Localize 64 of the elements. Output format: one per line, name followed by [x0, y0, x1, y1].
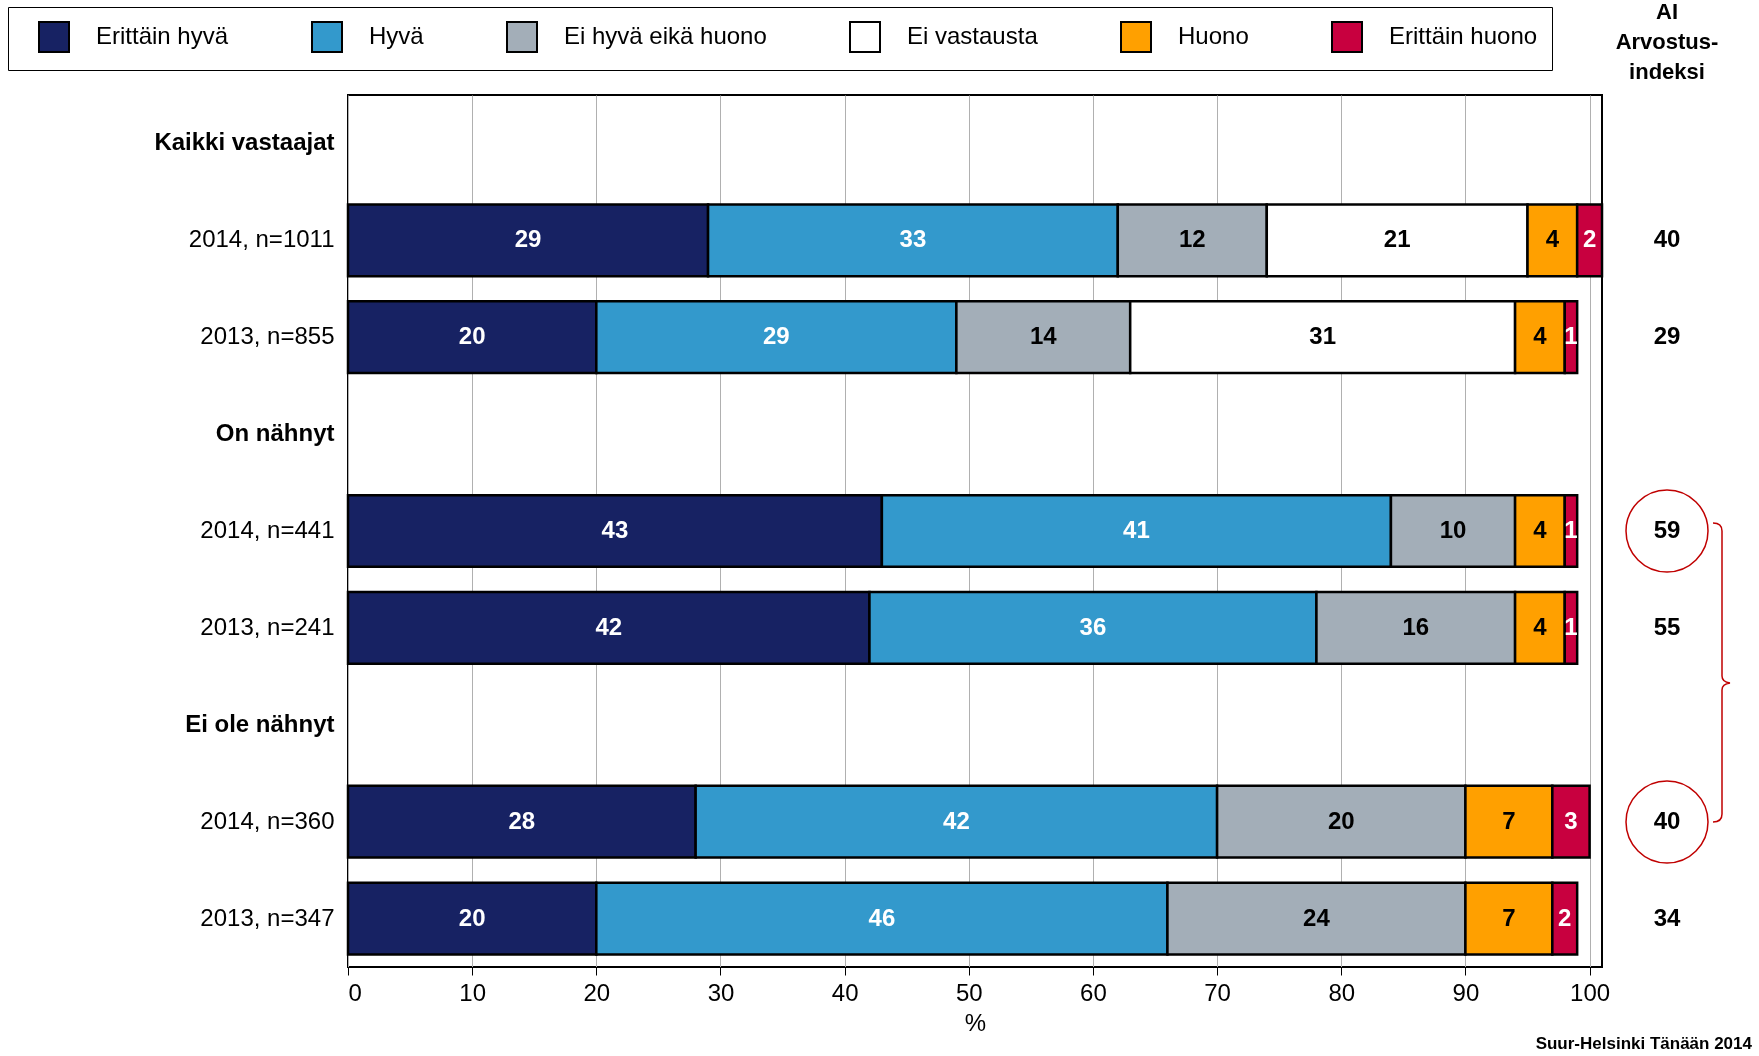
x-axis-title: % [964, 1008, 987, 1036]
y-tick-label: 2014, n=1011 [188, 225, 335, 253]
y-tick-label: 2014, n=360 [200, 806, 335, 834]
x-tick-label: 0 [348, 978, 362, 1006]
data-label: 29 [762, 322, 790, 350]
data-label: 24 [1303, 903, 1331, 931]
x-tick-label: 70 [1204, 978, 1231, 1006]
y-tick-label: Ei ole nähnyt [185, 709, 335, 737]
x-tick-label: 20 [583, 978, 611, 1006]
data-label: 42 [943, 806, 970, 834]
legend-label: Erittäin huono [1389, 22, 1538, 49]
legend-label: Huono [1178, 22, 1249, 49]
legend-label: Erittäin hyvä [96, 22, 229, 49]
x-tick-label: 80 [1328, 978, 1356, 1006]
data-label: 10 [1439, 516, 1467, 543]
text: 40 [1653, 225, 1681, 253]
data-label: 7 [1502, 903, 1516, 931]
x-tick-label: 40 [831, 978, 859, 1006]
data-label: 33 [899, 225, 927, 253]
data-label: 16 [1402, 612, 1430, 640]
y-tick-label: 2013, n=347 [200, 903, 335, 931]
y-tick-label: Kaikki vastaajat [154, 128, 335, 156]
data-label: 21 [1383, 225, 1411, 253]
legend-label: Ei hyvä eikä huono [564, 22, 767, 49]
text: Suur-Helsinki Tänään 2014 [1535, 1034, 1753, 1053]
x-tick-label: 100 [1570, 978, 1611, 1006]
data-label: 28 [508, 806, 536, 834]
text: 29 [1653, 322, 1681, 350]
y-tick-label: On nähnyt [215, 419, 335, 447]
x-tick-label: 10 [459, 978, 487, 1006]
data-label: 42 [595, 612, 623, 640]
x-tick-label: 90 [1452, 978, 1480, 1006]
data-label: 20 [458, 903, 486, 931]
data-label: 36 [1079, 612, 1107, 640]
data-label: 3 [1564, 806, 1578, 834]
legend-label: Ei vastausta [907, 22, 1039, 49]
data-label: 31 [1309, 322, 1336, 350]
data-label: 43 [601, 516, 629, 543]
y-tick-label: 2013, n=241 [200, 612, 335, 640]
data-label: 4 [1533, 516, 1548, 543]
x-tick-label: 30 [707, 978, 735, 1006]
data-label: 7 [1502, 806, 1516, 834]
data-label: 4 [1533, 612, 1548, 640]
text: 55 [1653, 612, 1681, 640]
y-tick-label: 2013, n=855 [200, 322, 335, 350]
data-label: 41 [1123, 516, 1150, 543]
text: 40 [1653, 806, 1681, 834]
y-tick-label: 2014, n=441 [200, 516, 335, 543]
data-label: 20 [458, 322, 486, 350]
data-label: 12 [1178, 225, 1206, 253]
x-tick-label: 60 [1080, 978, 1107, 1006]
data-label: 14 [1029, 322, 1058, 350]
data-label: 29 [514, 225, 542, 253]
text: 34 [1653, 903, 1681, 931]
data-label: 46 [868, 903, 896, 931]
data-label: 4 [1545, 225, 1560, 253]
data-label: 4 [1533, 322, 1548, 350]
data-label: 20 [1327, 806, 1355, 834]
data-label: 2 [1558, 903, 1572, 931]
data-label: 2 [1582, 225, 1597, 253]
text: 59 [1653, 516, 1681, 543]
text: AI Arvostus- indeksi [1615, 0, 1719, 84]
x-tick-label: 50 [955, 978, 983, 1006]
legend-label: Hyvä [369, 22, 425, 49]
